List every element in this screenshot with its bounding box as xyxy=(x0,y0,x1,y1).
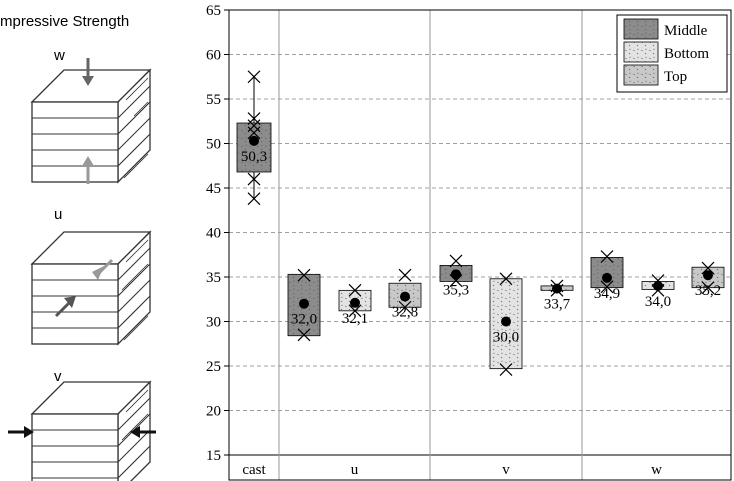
legend-label: Top xyxy=(664,69,687,85)
y-tick-label: 20 xyxy=(206,404,221,420)
mean-label: 32,0 xyxy=(291,312,317,328)
box-texture xyxy=(237,123,271,172)
mean-label: 30,0 xyxy=(493,330,519,346)
data-point-x xyxy=(449,254,463,268)
data-point-x xyxy=(247,172,261,186)
box-w-top: 35,2 xyxy=(691,261,725,299)
data-point-x xyxy=(348,283,362,297)
data-point-x xyxy=(398,300,412,314)
data-point-x xyxy=(247,126,261,140)
mean-label: 50,3 xyxy=(241,149,267,165)
box-v-middle: 35,3 xyxy=(439,254,473,298)
left-panel-title: mpressive Strength xyxy=(0,13,129,30)
mean-marker xyxy=(400,291,410,302)
legend-swatch-texture xyxy=(624,19,658,39)
boxes: 50,3 32,0 32,1 32,8 35,3 30,0 33,7 34,9 34,0 35,2 xyxy=(236,70,725,376)
mean-marker xyxy=(602,272,612,283)
left-panel: mpressive Strength w u xyxy=(0,13,156,481)
specimen-label-u: u xyxy=(54,206,62,223)
x-group-label: cast xyxy=(242,462,266,478)
chart: 15 20 25 30 35 40 45 50 55 60 65 50,3 32,0 32,1 32,8 3… xyxy=(206,3,732,481)
layered-cube-icon xyxy=(30,230,152,346)
data-point-x xyxy=(398,268,412,282)
data-point-x xyxy=(247,119,261,133)
box-u-bottom: 32,1 xyxy=(338,283,372,327)
x-group-label: w xyxy=(651,462,662,478)
x-axis-group-labels: cast u v w xyxy=(242,462,662,478)
data-point-x xyxy=(499,272,513,286)
arrow-right-icon xyxy=(8,426,34,438)
arrow-diagonal-icon xyxy=(54,258,114,318)
mean-marker xyxy=(451,269,461,280)
data-point-x xyxy=(247,70,261,84)
y-tick-label: 40 xyxy=(206,226,221,242)
legend: Middle Bottom Top xyxy=(616,14,728,93)
mean-label: 33,7 xyxy=(544,297,571,313)
y-tick-label: 60 xyxy=(206,48,221,64)
mean-label: 35,2 xyxy=(695,283,721,299)
specimen-label-w: w xyxy=(53,47,65,64)
y-axis: 15 20 25 30 35 40 45 50 55 60 65 xyxy=(206,3,731,464)
data-point-x xyxy=(247,112,261,126)
mean-label: 34,0 xyxy=(645,294,671,310)
x-group-label: v xyxy=(502,462,510,478)
box-v-top: 33,7 xyxy=(540,279,574,313)
y-tick-label: 65 xyxy=(206,3,221,19)
x-group-label: u xyxy=(351,462,359,478)
box-v-bottom: 30,0 xyxy=(489,272,523,376)
data-point-x xyxy=(499,363,513,376)
data-point-x xyxy=(600,250,614,263)
y-tick-label: 15 xyxy=(206,448,221,464)
arrow-left-icon xyxy=(130,426,156,438)
y-tick-label: 55 xyxy=(206,92,221,108)
data-point-x xyxy=(348,304,362,318)
data-point-x xyxy=(297,268,311,282)
box-texture xyxy=(591,257,623,288)
mean-marker xyxy=(552,283,562,294)
gridlines xyxy=(229,54,731,411)
legend-swatch-texture xyxy=(624,42,658,62)
legend-swatch-texture xyxy=(624,65,658,85)
legend-label: Middle xyxy=(664,23,708,39)
mean-marker xyxy=(299,298,309,309)
legend-label: Bottom xyxy=(664,46,709,62)
arrow-down-icon xyxy=(82,58,94,86)
data-point-x xyxy=(701,281,715,295)
y-tick-label: 30 xyxy=(206,315,221,331)
mean-label: 34,9 xyxy=(594,286,620,302)
data-point-x xyxy=(247,192,261,206)
mean-marker xyxy=(249,135,259,146)
specimen-label-v: v xyxy=(54,368,62,385)
box-w-middle: 34,9 xyxy=(590,250,624,302)
mean-marker xyxy=(350,297,360,308)
mean-marker xyxy=(501,316,511,327)
y-tick-label: 25 xyxy=(206,359,221,375)
group-separators xyxy=(278,10,583,480)
mean-label: 32,1 xyxy=(342,311,368,327)
mean-label: 35,3 xyxy=(443,282,469,298)
y-tick-label: 50 xyxy=(206,137,221,153)
data-point-x xyxy=(297,328,311,342)
plot-frame xyxy=(228,9,732,481)
layered-cube-icon xyxy=(30,68,152,184)
y-tick-label: 45 xyxy=(206,181,221,197)
mean-marker xyxy=(703,270,713,281)
box-cast-middle: 50,3 xyxy=(236,70,272,206)
data-point-x xyxy=(701,261,715,275)
box-u-middle: 32,0 xyxy=(287,268,321,342)
y-tick-label: 35 xyxy=(206,270,221,286)
data-point-x xyxy=(600,280,614,294)
mean-marker xyxy=(653,280,663,291)
box-u-top: 32,8 xyxy=(388,268,422,321)
box-w-bottom: 34,0 xyxy=(641,274,675,310)
arrow-up-icon xyxy=(82,156,94,184)
mean-label: 32,8 xyxy=(392,305,418,321)
